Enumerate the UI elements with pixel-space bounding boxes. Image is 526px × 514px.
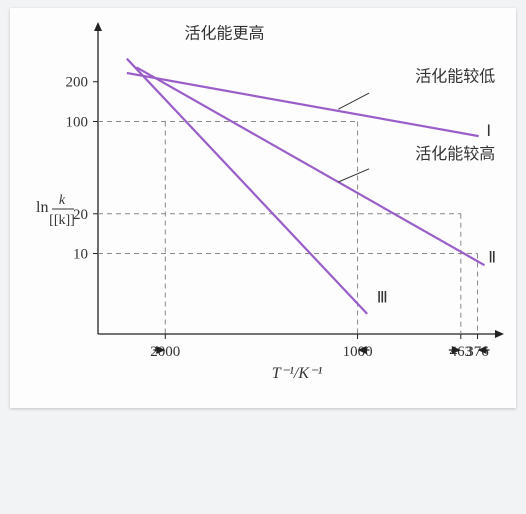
annotation-pointer xyxy=(338,93,369,109)
arrow-head xyxy=(94,22,102,31)
y-axis-label-frac-bot: [[k]] xyxy=(49,213,75,228)
chart-frame: 200100201020001000463376lnk[[k]]T⁻¹/K⁻¹活… xyxy=(10,8,516,408)
annotation-pointer xyxy=(338,169,369,182)
y-tick-label: 10 xyxy=(73,247,88,263)
x-tick-label: 2000 xyxy=(150,344,180,360)
y-tick-label: 20 xyxy=(73,207,88,223)
annotation-higher-ea: 活化能较高 xyxy=(415,145,495,163)
series-label-III: Ⅲ xyxy=(377,289,388,306)
annotation-highest-ea: 活化能更高 xyxy=(185,25,265,43)
y-tick-label: 200 xyxy=(66,75,89,91)
y-axis-label-frac-top: k xyxy=(59,193,66,208)
arrow-head xyxy=(495,330,504,338)
series-label-II: Ⅱ xyxy=(488,249,496,266)
series-line-II xyxy=(136,67,484,265)
y-tick-label: 100 xyxy=(66,114,89,130)
x-tick-label: 1000 xyxy=(343,344,373,360)
y-axis-label-ln: ln xyxy=(36,199,48,216)
annotation-lower-ea: 活化能较低 xyxy=(415,68,495,86)
series-line-III xyxy=(127,59,367,314)
x-axis-label: T⁻¹/K⁻¹ xyxy=(272,365,323,382)
series-label-I: Ⅰ xyxy=(486,123,491,140)
arrhenius-chart: 200100201020001000463376lnk[[k]]T⁻¹/K⁻¹活… xyxy=(10,8,516,408)
